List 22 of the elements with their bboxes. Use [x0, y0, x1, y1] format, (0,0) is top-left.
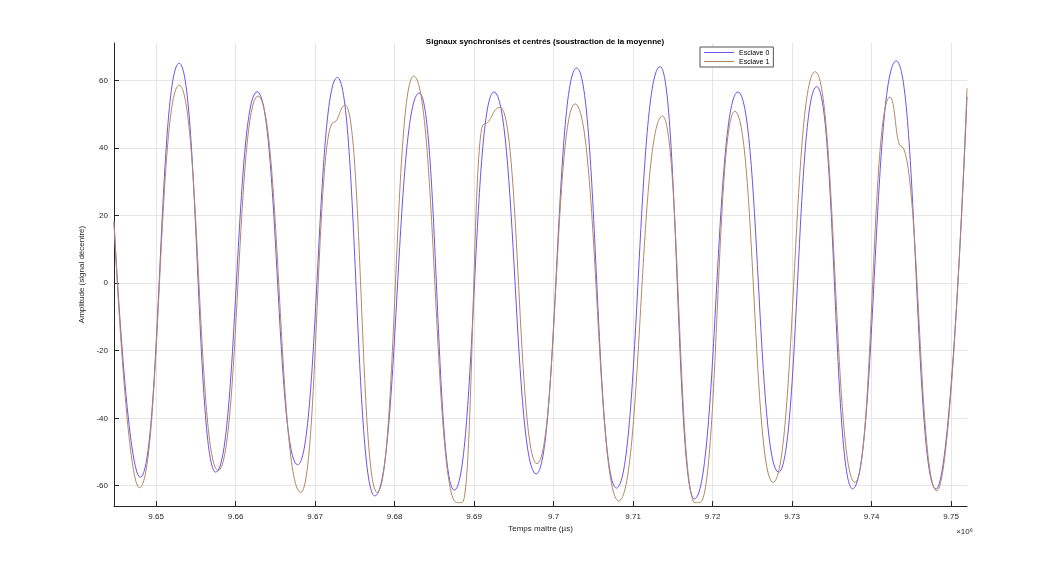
y-axis-title: Amplitude (signal décentré) [77, 225, 87, 324]
y-tick-label: -60 [96, 481, 109, 491]
y-tick-label: -40 [96, 413, 109, 423]
y-tick-label: -20 [96, 346, 109, 356]
y-tick-label: 20 [99, 210, 109, 220]
x-tick-label: 9.68 [386, 511, 403, 521]
x-tick-label: 9.65 [148, 511, 165, 521]
x-tick-label: 9.69 [466, 511, 483, 521]
x-axis-title: Temps maître (µs) [508, 524, 574, 534]
x-tick-label: 9.74 [863, 511, 880, 521]
text: ×10⁶ [956, 526, 974, 536]
x-tick-label: 9.71 [625, 511, 642, 521]
x-tick-label: 9.66 [227, 511, 244, 521]
y-tick-label: 60 [99, 75, 109, 85]
x-tick-label: 9.73 [784, 511, 801, 521]
y-tick-label: 40 [99, 143, 109, 153]
x-tick-label: 9.72 [704, 511, 721, 521]
x-tick-label: 9.75 [943, 511, 960, 521]
x-tick-label: 9.7 [548, 511, 560, 521]
chart-title: Signaux synchronisés et centrés (soustraction de la moyenne) [425, 36, 665, 46]
y-tick-label: 0 [103, 278, 109, 288]
x-tick-label: 9.67 [307, 511, 324, 521]
